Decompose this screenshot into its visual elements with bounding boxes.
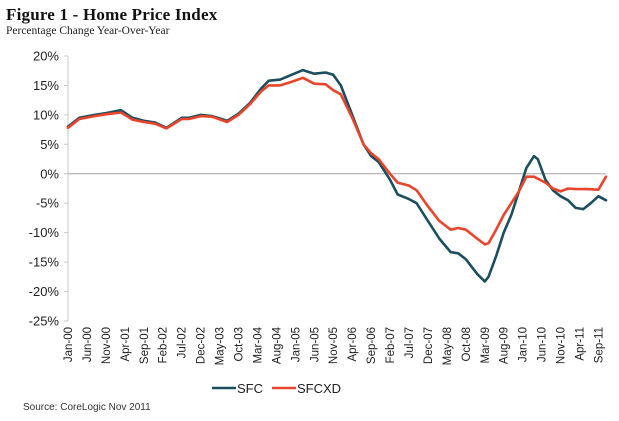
x-tick-label: Jan-00 [63,327,75,362]
y-tick-label: -10% [29,225,60,240]
x-tick-label: Jul-02 [177,327,189,358]
x-tick-label: Sep-06 [366,327,378,364]
x-tick-label: Aug-09 [499,327,511,364]
x-tick-label: May-08 [442,327,454,365]
legend-label-sfc: SFC [237,381,263,396]
chart-subtitle: Percentage Change Year-Over-Year [6,25,170,37]
x-tick-label: Oct-03 [233,327,245,362]
legend-label-sfcxd: SFCXD [297,381,341,396]
x-tick-label: Jul-07 [404,327,416,358]
x-tick-label: Feb-02 [158,327,170,363]
x-tick-label: Jun-00 [82,327,94,362]
x-tick-label: Feb-07 [385,327,397,363]
x-tick-label: Jun-10 [537,327,549,362]
y-tick-label: 5% [40,137,59,152]
y-tick-label: 10% [33,107,59,122]
x-tick-label: Oct-08 [461,327,473,362]
y-tick-label: -20% [29,284,60,299]
chart-title: Figure 1 - Home Price Index [6,5,218,24]
x-tick-label: Mar-09 [480,327,492,363]
x-tick-label: Aug-04 [271,326,283,364]
y-tick-label: -15% [29,255,60,270]
series-line-sfc [66,68,608,283]
y-tick-label: -5% [36,196,60,211]
series-line-sfcxd [66,76,608,246]
x-tick-label: Nov-00 [101,327,113,364]
x-tick-label: Apr-01 [120,327,132,362]
y-tick-label: 20% [33,49,59,64]
x-tick-label: Nov-05 [328,327,340,364]
x-tick-label: Sep-01 [139,327,151,364]
source-note: Source: CoreLogic Nov 2011 [23,402,151,413]
y-tick-label: 0% [40,166,59,181]
x-tick-label: Apr-11 [574,327,586,361]
x-tick-label: Apr-06 [347,327,359,362]
x-tick-label: Mar-04 [252,326,264,363]
x-tick-label: Sep-11 [593,327,605,363]
x-tick-label: Jun-05 [309,327,321,362]
x-tick-label: May-03 [215,327,227,365]
y-tick-label: 15% [33,78,59,93]
x-tick-label: Dec-07 [423,327,435,364]
x-tick-label: Dec-02 [196,327,208,364]
x-tick-label: Jan-10 [518,327,530,362]
x-tick-label: Nov-10 [556,327,568,364]
x-tick-label: Jan-05 [290,327,302,362]
y-tick-label: -25% [29,314,60,329]
